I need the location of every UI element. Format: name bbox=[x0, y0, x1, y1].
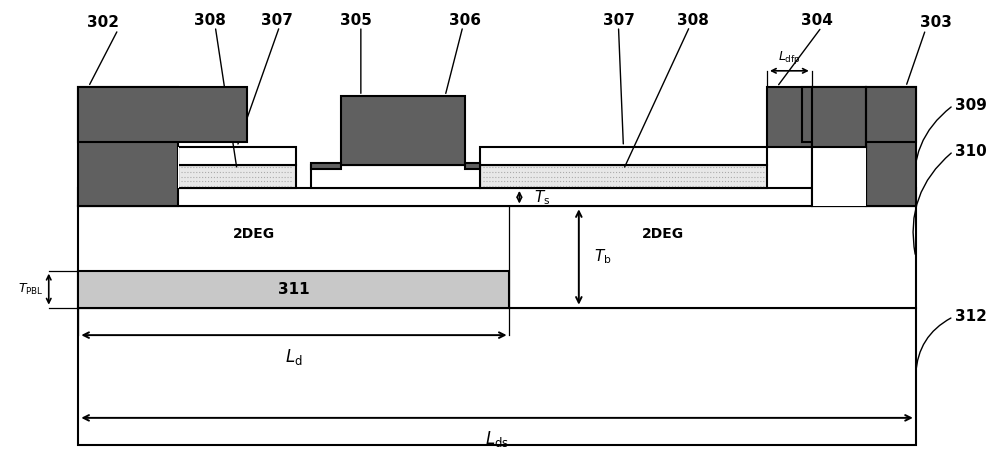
Text: 310: 310 bbox=[955, 144, 987, 159]
Text: 305: 305 bbox=[340, 13, 372, 28]
Bar bbox=[341, 96, 465, 165]
Text: 2DEG: 2DEG bbox=[642, 227, 684, 241]
Bar bbox=[311, 163, 341, 169]
Text: 307: 307 bbox=[603, 13, 634, 28]
Bar bbox=[78, 188, 916, 206]
Bar bbox=[78, 307, 916, 446]
Text: $L_\mathrm{d}$: $L_\mathrm{d}$ bbox=[285, 347, 303, 366]
Text: $T_\mathrm{PBL}$: $T_\mathrm{PBL}$ bbox=[18, 282, 44, 297]
Text: $L_\mathrm{ds}$: $L_\mathrm{ds}$ bbox=[485, 429, 509, 449]
Text: 308: 308 bbox=[677, 13, 709, 28]
Text: $L_\mathrm{dfp}$: $L_\mathrm{dfp}$ bbox=[778, 49, 801, 66]
Bar bbox=[812, 146, 866, 206]
Bar bbox=[78, 206, 916, 307]
Bar bbox=[178, 146, 296, 165]
Bar bbox=[78, 271, 509, 307]
Text: $T_\mathrm{b}$: $T_\mathrm{b}$ bbox=[594, 248, 611, 266]
Text: $T_\mathrm{s}$: $T_\mathrm{s}$ bbox=[534, 188, 551, 206]
Text: 311: 311 bbox=[278, 282, 310, 297]
Bar bbox=[311, 165, 480, 188]
Text: 304: 304 bbox=[801, 13, 833, 28]
Bar bbox=[812, 87, 866, 206]
Bar bbox=[480, 146, 767, 165]
Text: 306: 306 bbox=[449, 13, 481, 28]
Bar bbox=[465, 163, 480, 169]
Bar bbox=[480, 165, 767, 188]
Text: 312: 312 bbox=[955, 309, 987, 324]
Bar bbox=[78, 87, 178, 206]
Text: 308: 308 bbox=[194, 13, 226, 28]
Bar bbox=[178, 165, 296, 188]
Bar bbox=[78, 87, 247, 142]
Text: 303: 303 bbox=[920, 15, 951, 30]
Bar bbox=[767, 87, 812, 146]
Bar bbox=[802, 87, 916, 142]
Text: 307: 307 bbox=[261, 13, 293, 28]
Text: 309: 309 bbox=[955, 98, 987, 113]
Text: 302: 302 bbox=[87, 15, 119, 30]
Bar bbox=[866, 87, 916, 206]
Text: 2DEG: 2DEG bbox=[233, 227, 275, 241]
